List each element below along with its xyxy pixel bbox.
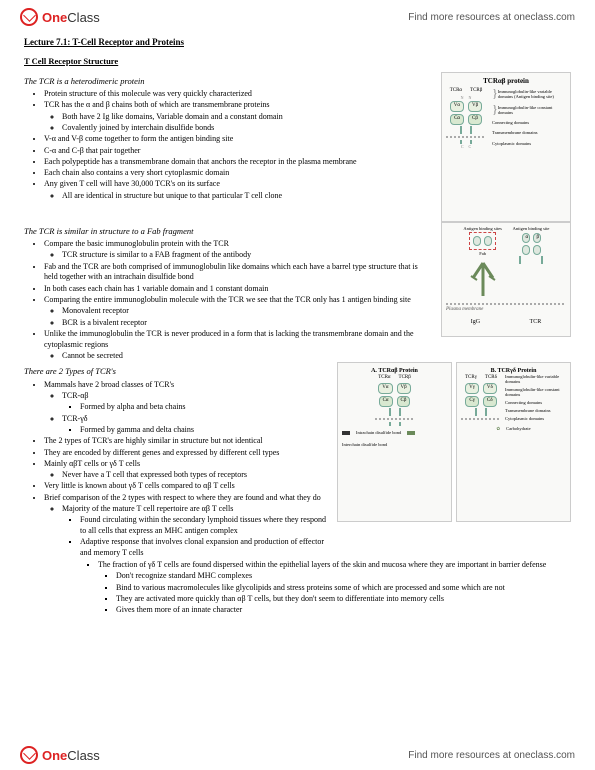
tcr-protein-diagram: TCRαβ protein TCRαTCRβ N N VαVβ CαCβ C C [441, 72, 571, 222]
list-item: C-α and C-β that pair together [44, 146, 433, 157]
list-item: Both have 2 Ig like domains, Variable do… [62, 112, 433, 123]
logo-icon [20, 746, 38, 764]
list-item: Any given T cell will have 30,000 TCR's … [44, 179, 433, 201]
list-item: TCR-αβ Formed by alpha and beta chains [62, 391, 329, 413]
list-item: Mammals have 2 broad classes of TCR's TC… [44, 380, 329, 436]
list-item: Gives them more of an innate character [116, 605, 571, 616]
list-item: Cannot be secreted [62, 351, 433, 362]
section-head: The TCR is similar in structure to a Fab… [24, 226, 433, 237]
logo-text: OneClass [42, 10, 100, 25]
igg-icon [463, 258, 503, 298]
list-item: Brief comparison of the 2 types with res… [44, 493, 329, 559]
list-item: They are encoded by different genes and … [44, 448, 329, 459]
list-item: Protein structure of this molecule was v… [44, 89, 433, 100]
lecture-title: Lecture 7.1: T-Cell Receptor and Protein… [24, 36, 571, 48]
list-item: Bind to various macromolecules like glyc… [116, 583, 571, 594]
diagram-label: IgG [471, 318, 480, 326]
list-item: Found circulating within the secondary l… [80, 515, 329, 537]
footer-link[interactable]: Find more resources at oneclass.com [408, 750, 575, 761]
list-item: Majority of the mature T cell repertoire… [62, 504, 329, 559]
list-item: Never have a T cell that expressed both … [62, 470, 329, 481]
footer: OneClass Find more resources at oneclass… [0, 740, 595, 770]
header-link[interactable]: Find more resources at oneclass.com [408, 12, 575, 23]
bullet-list: Mammals have 2 broad classes of TCR's TC… [44, 380, 329, 559]
diagram-label: TCR [530, 318, 542, 326]
logo-icon [20, 8, 38, 26]
bullet-list-cont: The fraction of γδ T cells are found dis… [62, 560, 571, 616]
list-item: The 2 types of TCR's are highly similar … [44, 436, 329, 447]
section-head: There are 2 Types of TCR's [24, 366, 329, 377]
bullet-list: Protein structure of this molecule was v… [44, 89, 433, 201]
list-item: Unlike the immunoglobulin the TCR is nev… [44, 329, 433, 362]
list-item: They are activated more quickly than αβ … [116, 594, 571, 605]
content: Lecture 7.1: T-Cell Receptor and Protein… [0, 30, 595, 623]
list-item: Formed by gamma and delta chains [80, 425, 329, 436]
diagram-title: TCRαβ protein [483, 77, 529, 86]
tcr-ab-diagram: A. TCRαβ Protein TCRαTCRβ VαVβ CαCβ Intr… [337, 362, 452, 522]
list-item: Fab and the TCR are both comprised of im… [44, 262, 433, 284]
section-subtitle: T Cell Receptor Structure [24, 56, 571, 67]
tcr-gd-diagram: B. TCRγδ Protein TCRγTCRδ VγVδ CγCδ Immu… [456, 362, 571, 522]
footer-logo[interactable]: OneClass [20, 746, 100, 764]
list-item: Mainly αβT cells or γδ T cells Never hav… [44, 459, 329, 481]
list-item: TCR has the α and β chains both of which… [44, 100, 433, 133]
logo[interactable]: OneClass [20, 8, 100, 26]
list-item: TCR-γδ Formed by gamma and delta chains [62, 414, 329, 436]
list-item: Very little is known about γδ T cells co… [44, 481, 329, 492]
list-item: Don't recognize standard MHC complexes [116, 571, 571, 582]
fab-diagram: Antigen binding sites Fab Antigen bindin… [441, 222, 571, 337]
bullet-list: Compare the basic immunoglobulin protein… [44, 239, 433, 362]
list-item: Compare the basic immunoglobulin protein… [44, 239, 433, 261]
list-item: BCR is a bivalent receptor [62, 318, 433, 329]
list-item: In both cases each chain has 1 variable … [44, 284, 433, 295]
list-item: All are identical in structure but uniqu… [62, 191, 433, 202]
list-item: Each chain also contains a very short cy… [44, 168, 433, 179]
list-item: Adaptive response that involves clonal e… [80, 537, 329, 559]
header: OneClass Find more resources at oneclass… [0, 0, 595, 30]
list-item: The fraction of γδ T cells are found dis… [98, 560, 571, 616]
list-item: TCR structure is similar to a FAB fragme… [62, 250, 433, 261]
bottom-diagrams: A. TCRαβ Protein TCRαTCRβ VαVβ CαCβ Intr… [337, 362, 571, 522]
list-item: Formed by alpha and beta chains [80, 402, 329, 413]
list-item: Covalently joined by interchain disulfid… [62, 123, 433, 134]
list-item: V-α and V-β come together to form the an… [44, 134, 433, 145]
list-item: Each polypeptide has a transmembrane dom… [44, 157, 433, 168]
list-item: Monovalent receptor [62, 306, 433, 317]
list-item: Comparing the entire immunoglobulin mole… [44, 295, 433, 328]
logo-text: OneClass [42, 748, 100, 763]
section-head: The TCR is a heterodimeric protein [24, 76, 433, 87]
